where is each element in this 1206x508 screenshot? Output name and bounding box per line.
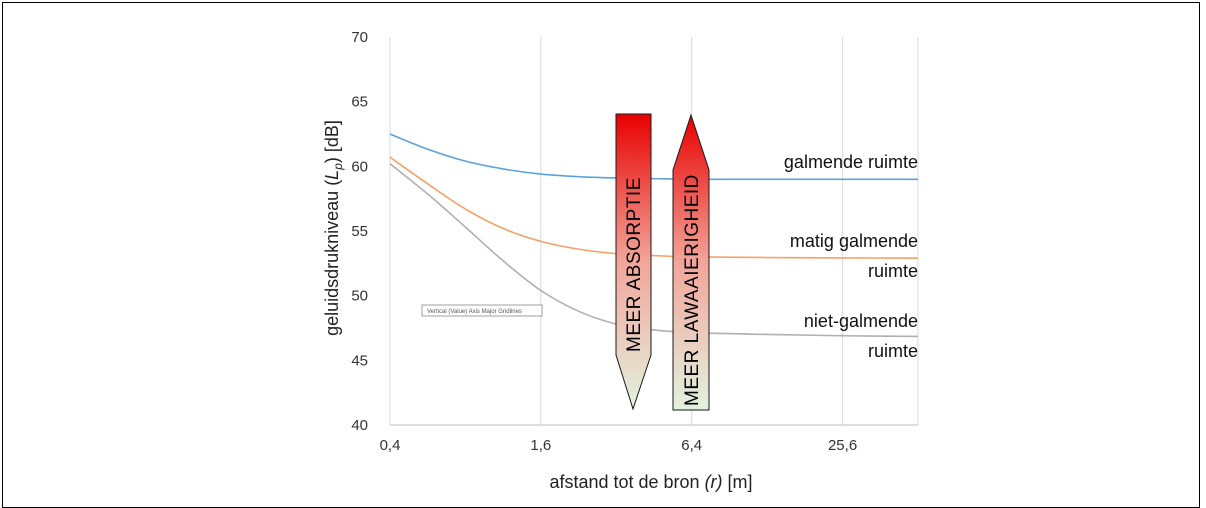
label-matig-galmende-ruimte: ruimte [868, 261, 918, 281]
axis-ticks: 0,4 1,6 6,4 25,6 40 45 50 55 60 65 70 [351, 29, 857, 454]
y-tick-label: 70 [351, 29, 368, 46]
x-tick-label: 1,6 [530, 437, 551, 454]
y-tick-label: 55 [351, 223, 368, 240]
x-tick-label: 25,6 [828, 437, 857, 454]
arrow-meer-lawaaierigheid: MEER LAWAAIERIGHEID [672, 113, 710, 411]
x-axis-title: afstand tot de bron (r) [m] [549, 472, 752, 492]
svg-text:Vertical (Value) Axis Major Gr: Vertical (Value) Axis Major Gridlines [427, 309, 522, 315]
arrow-meer-absorptie: MEER ABSORPTIE [615, 113, 652, 411]
label-galmende-ruimte: galmende ruimte [784, 152, 918, 172]
y-tick-label: 50 [351, 288, 368, 305]
svg-text:MEER ABSORPTIE: MEER ABSORPTIE [624, 177, 645, 352]
label-niet-galmende: niet-galmende [804, 311, 918, 331]
svg-text:MEER LAWAAIERIGHEID: MEER LAWAAIERIGHEID [682, 174, 703, 406]
series-line-1 [389, 133, 918, 181]
y-tick-label: 45 [351, 352, 368, 369]
y-axis-title: geluidsdrukniveau (Lp) [dB] [322, 120, 345, 336]
label-matig-galmende: matig galmende [790, 231, 918, 251]
series-lines [389, 133, 919, 338]
y-tick-label: 40 [351, 417, 368, 434]
gridlines-tooltip: Vertical (Value) Axis Major Gridlines [421, 304, 543, 317]
series-line-3 [389, 163, 919, 338]
x-tick-label: 0,4 [380, 437, 401, 454]
series-line-2 [389, 156, 919, 259]
y-tick-label: 65 [351, 94, 368, 111]
label-niet-galmende-ruimte: ruimte [868, 341, 918, 361]
y-tick-label: 60 [351, 158, 368, 175]
x-tick-label: 6,4 [681, 437, 702, 454]
